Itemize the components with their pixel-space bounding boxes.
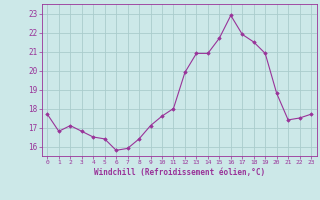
- X-axis label: Windchill (Refroidissement éolien,°C): Windchill (Refroidissement éolien,°C): [94, 168, 265, 177]
